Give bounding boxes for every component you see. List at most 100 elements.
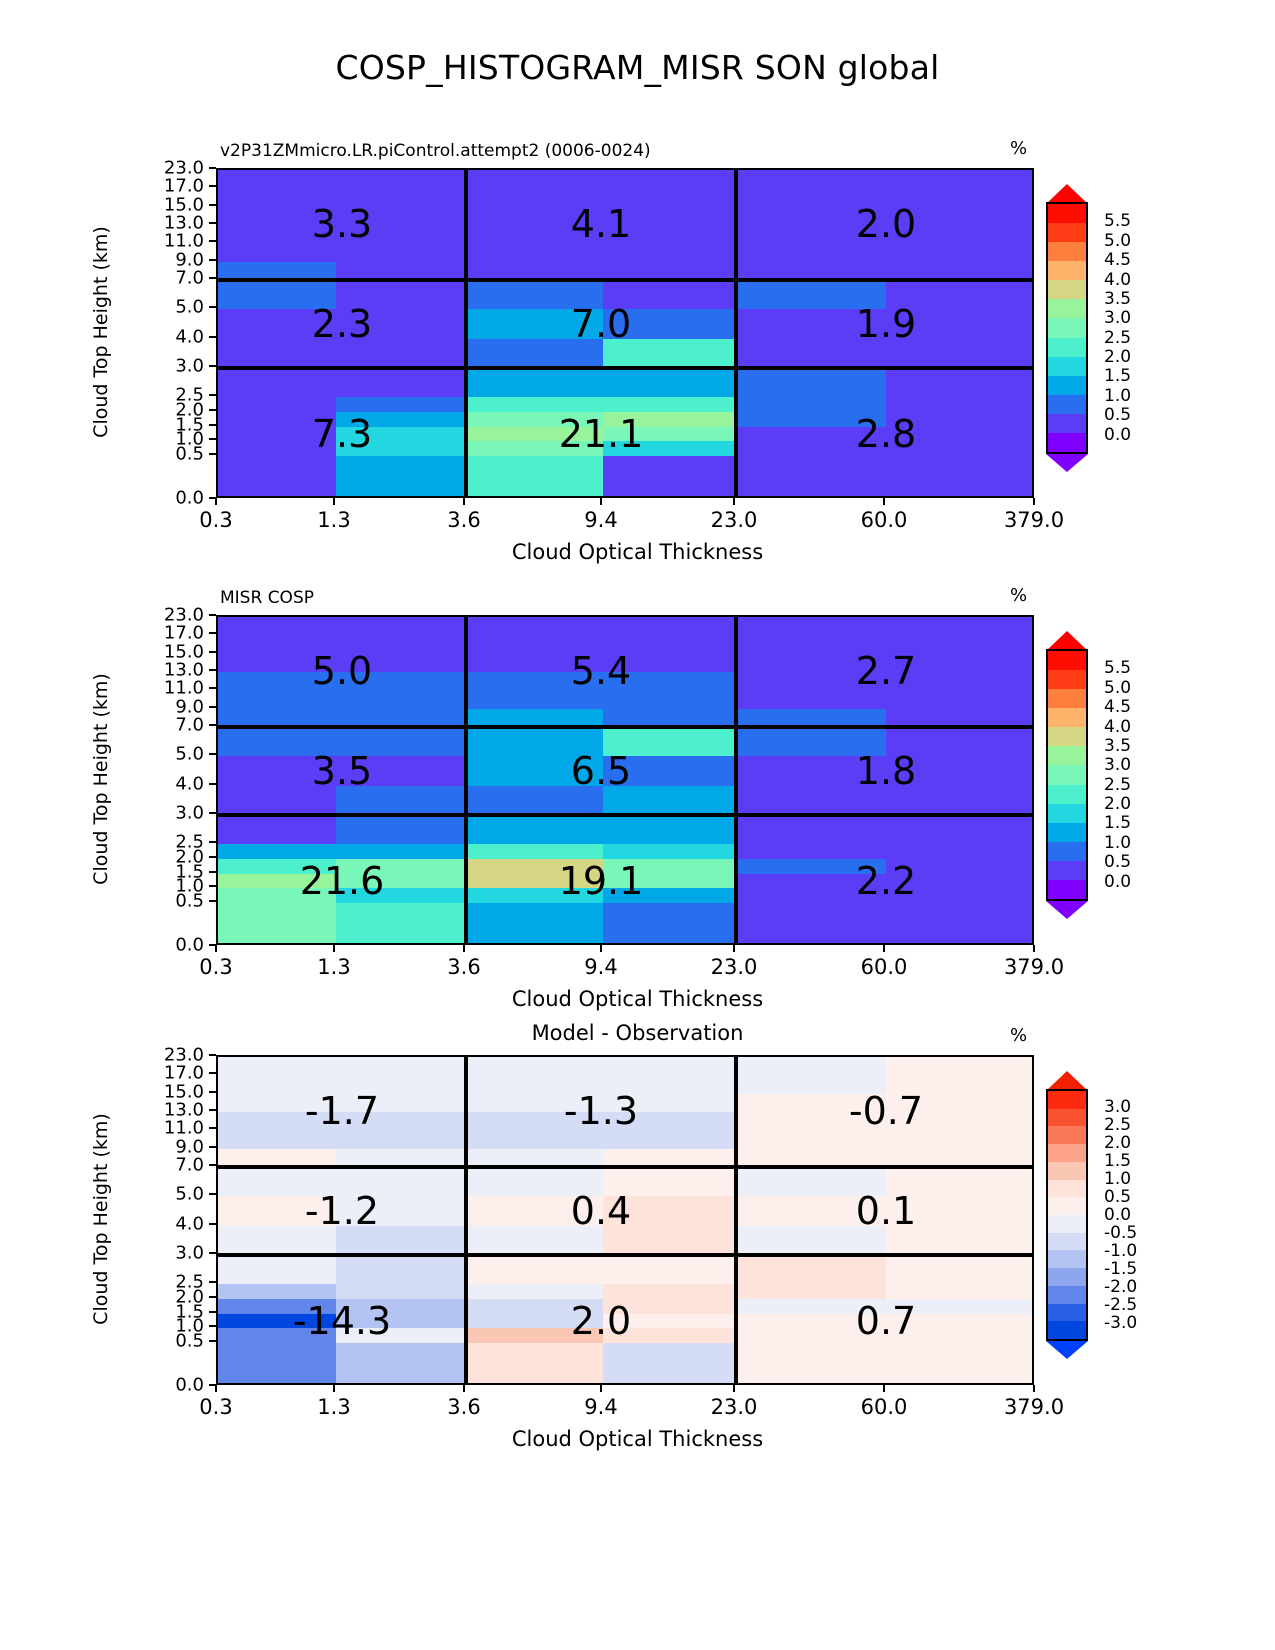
colorbar-tick-label: 3.5 — [1104, 735, 1132, 756]
heatmap-cell — [736, 858, 887, 875]
heatmap-cell — [736, 1284, 887, 1300]
heatmap-cell — [886, 617, 1032, 636]
heatmap-cell — [736, 279, 887, 310]
colorbar-extend-over-arrow — [1046, 1071, 1088, 1091]
heatmap-cell — [603, 1112, 737, 1131]
y-axis-tick-label: 4.0 — [175, 1213, 204, 1235]
block-divider-horizontal — [218, 1164, 1032, 1169]
heatmap-cell — [886, 708, 1032, 728]
heatmap-cell — [218, 708, 337, 728]
colorbar-band — [1048, 1108, 1086, 1127]
heatmap-cell — [336, 309, 467, 340]
heatmap-cell — [466, 411, 604, 428]
colorbar-tick-label: 4.0 — [1104, 716, 1132, 737]
heatmap-cell — [466, 456, 604, 496]
heatmap-cell — [603, 1328, 737, 1344]
y-axis-tick-mark — [209, 650, 216, 653]
y-axis-tick-mark — [209, 276, 216, 279]
x-axis-label: Cloud Optical Thickness — [511, 1427, 764, 1451]
heatmap-cell — [336, 873, 467, 889]
heatmap-cell — [603, 903, 737, 943]
colorbar-tick-label: 1.0 — [1104, 832, 1132, 853]
colorbar-tick-label: 3.0 — [1104, 1097, 1132, 1117]
heatmap-cell — [218, 690, 337, 710]
heatmap-cell — [336, 206, 467, 226]
heatmap-cell — [886, 858, 1032, 875]
block-total-label: 0.4 — [570, 1189, 632, 1234]
heatmap-cell — [886, 903, 1032, 943]
heatmap-cell — [603, 1057, 737, 1076]
heatmap-cell — [336, 1225, 467, 1256]
block-total-label: -0.7 — [848, 1089, 924, 1134]
y-axis-label: Cloud Top Height (km) — [90, 226, 112, 438]
heatmap-cell — [736, 1112, 887, 1131]
heatmap-cell — [466, 708, 604, 728]
x-axis-tick-label: 3.6 — [447, 955, 481, 979]
heatmap-cell — [603, 1196, 737, 1227]
colorbar-tick-label: 4.0 — [1104, 269, 1132, 290]
y-axis-tick-mark — [209, 222, 216, 224]
heatmap-cell — [603, 756, 737, 787]
y-axis-label: Cloud Top Height (km) — [90, 673, 112, 885]
y-axis-tick-mark — [209, 705, 216, 708]
heatmap-cell — [886, 726, 1032, 757]
heatmap-cell — [603, 1313, 737, 1329]
heatmap-cell — [218, 1057, 337, 1076]
x-axis-tick-label: 1.3 — [317, 1395, 351, 1419]
y-axis-tick-mark — [209, 240, 216, 243]
y-axis-tick-mark — [209, 1252, 216, 1254]
colorbar-band — [1048, 1179, 1086, 1198]
heatmap-cell — [603, 1148, 737, 1168]
heatmap-cell — [336, 1166, 467, 1197]
y-axis-tick-label: 0.0 — [175, 487, 204, 509]
y-axis-tick-mark — [209, 1109, 216, 1111]
heatmap-cell — [886, 1148, 1032, 1168]
colorbar-tick-label: 1.0 — [1104, 385, 1132, 406]
colorbar-tick-label: 0.5 — [1104, 1187, 1132, 1207]
y-axis-tick-label: 3.0 — [175, 355, 204, 377]
colorbar-tick-label: -1.0 — [1104, 1241, 1138, 1261]
heatmap-cell — [886, 1166, 1032, 1197]
heatmap-cell — [603, 653, 737, 673]
heatmap-cell — [218, 635, 337, 655]
heatmap-cell — [218, 1112, 337, 1131]
heatmap-cell — [466, 441, 604, 457]
heatmap-cell — [218, 441, 337, 457]
heatmap-cell — [603, 785, 737, 816]
heatmap-cell — [736, 690, 887, 710]
heatmap-cell — [218, 1328, 337, 1344]
heatmap-cell — [466, 279, 604, 310]
heatmap-cell — [736, 1313, 887, 1329]
heatmap-cell — [466, 635, 604, 655]
colorbar-band — [1048, 1250, 1086, 1269]
heatmap-cell — [336, 672, 467, 691]
y-axis-tick-mark — [209, 365, 216, 367]
colorbar-tick-label: 2.0 — [1104, 347, 1132, 368]
heatmap-cell — [603, 690, 737, 710]
block-total-label: 19.1 — [558, 859, 644, 903]
colorbar-band — [1048, 727, 1086, 747]
x-axis-tick-mark — [1033, 1385, 1035, 1392]
y-axis-label: Cloud Top Height (km) — [90, 1113, 112, 1325]
heatmap-cell — [603, 726, 737, 757]
x-axis-tick-mark — [883, 498, 885, 505]
block-divider-vertical — [464, 1057, 468, 1383]
heatmap-cell — [466, 756, 604, 787]
heatmap-plot-area: 5.0 5.4 2.7 3.5 6.5 1.8 21.6 19.1 2.2 — [216, 615, 1034, 945]
x-axis-tick-label: 1.3 — [317, 955, 351, 979]
colorbar-tick-label: 0.0 — [1104, 424, 1132, 445]
heatmap-cell — [736, 1093, 887, 1113]
x-axis-tick-mark — [600, 1385, 602, 1392]
heatmap-cell — [466, 1284, 604, 1300]
colorbar-band — [1048, 1197, 1086, 1216]
y-axis-tick-label: 11.0 — [163, 1117, 204, 1139]
block-total-label: -14.3 — [292, 1299, 392, 1343]
heatmap-cell — [603, 708, 737, 728]
colorbar-tick-label: 1.5 — [1104, 1151, 1132, 1171]
block-total-label: 5.0 — [311, 649, 373, 694]
y-axis-tick-mark — [209, 614, 216, 616]
heatmap-cell — [736, 1225, 887, 1256]
block-divider-horizontal — [218, 1253, 1032, 1257]
block-total-label: 2.7 — [855, 649, 917, 694]
colorbar-tick-label: 3.0 — [1104, 308, 1132, 329]
